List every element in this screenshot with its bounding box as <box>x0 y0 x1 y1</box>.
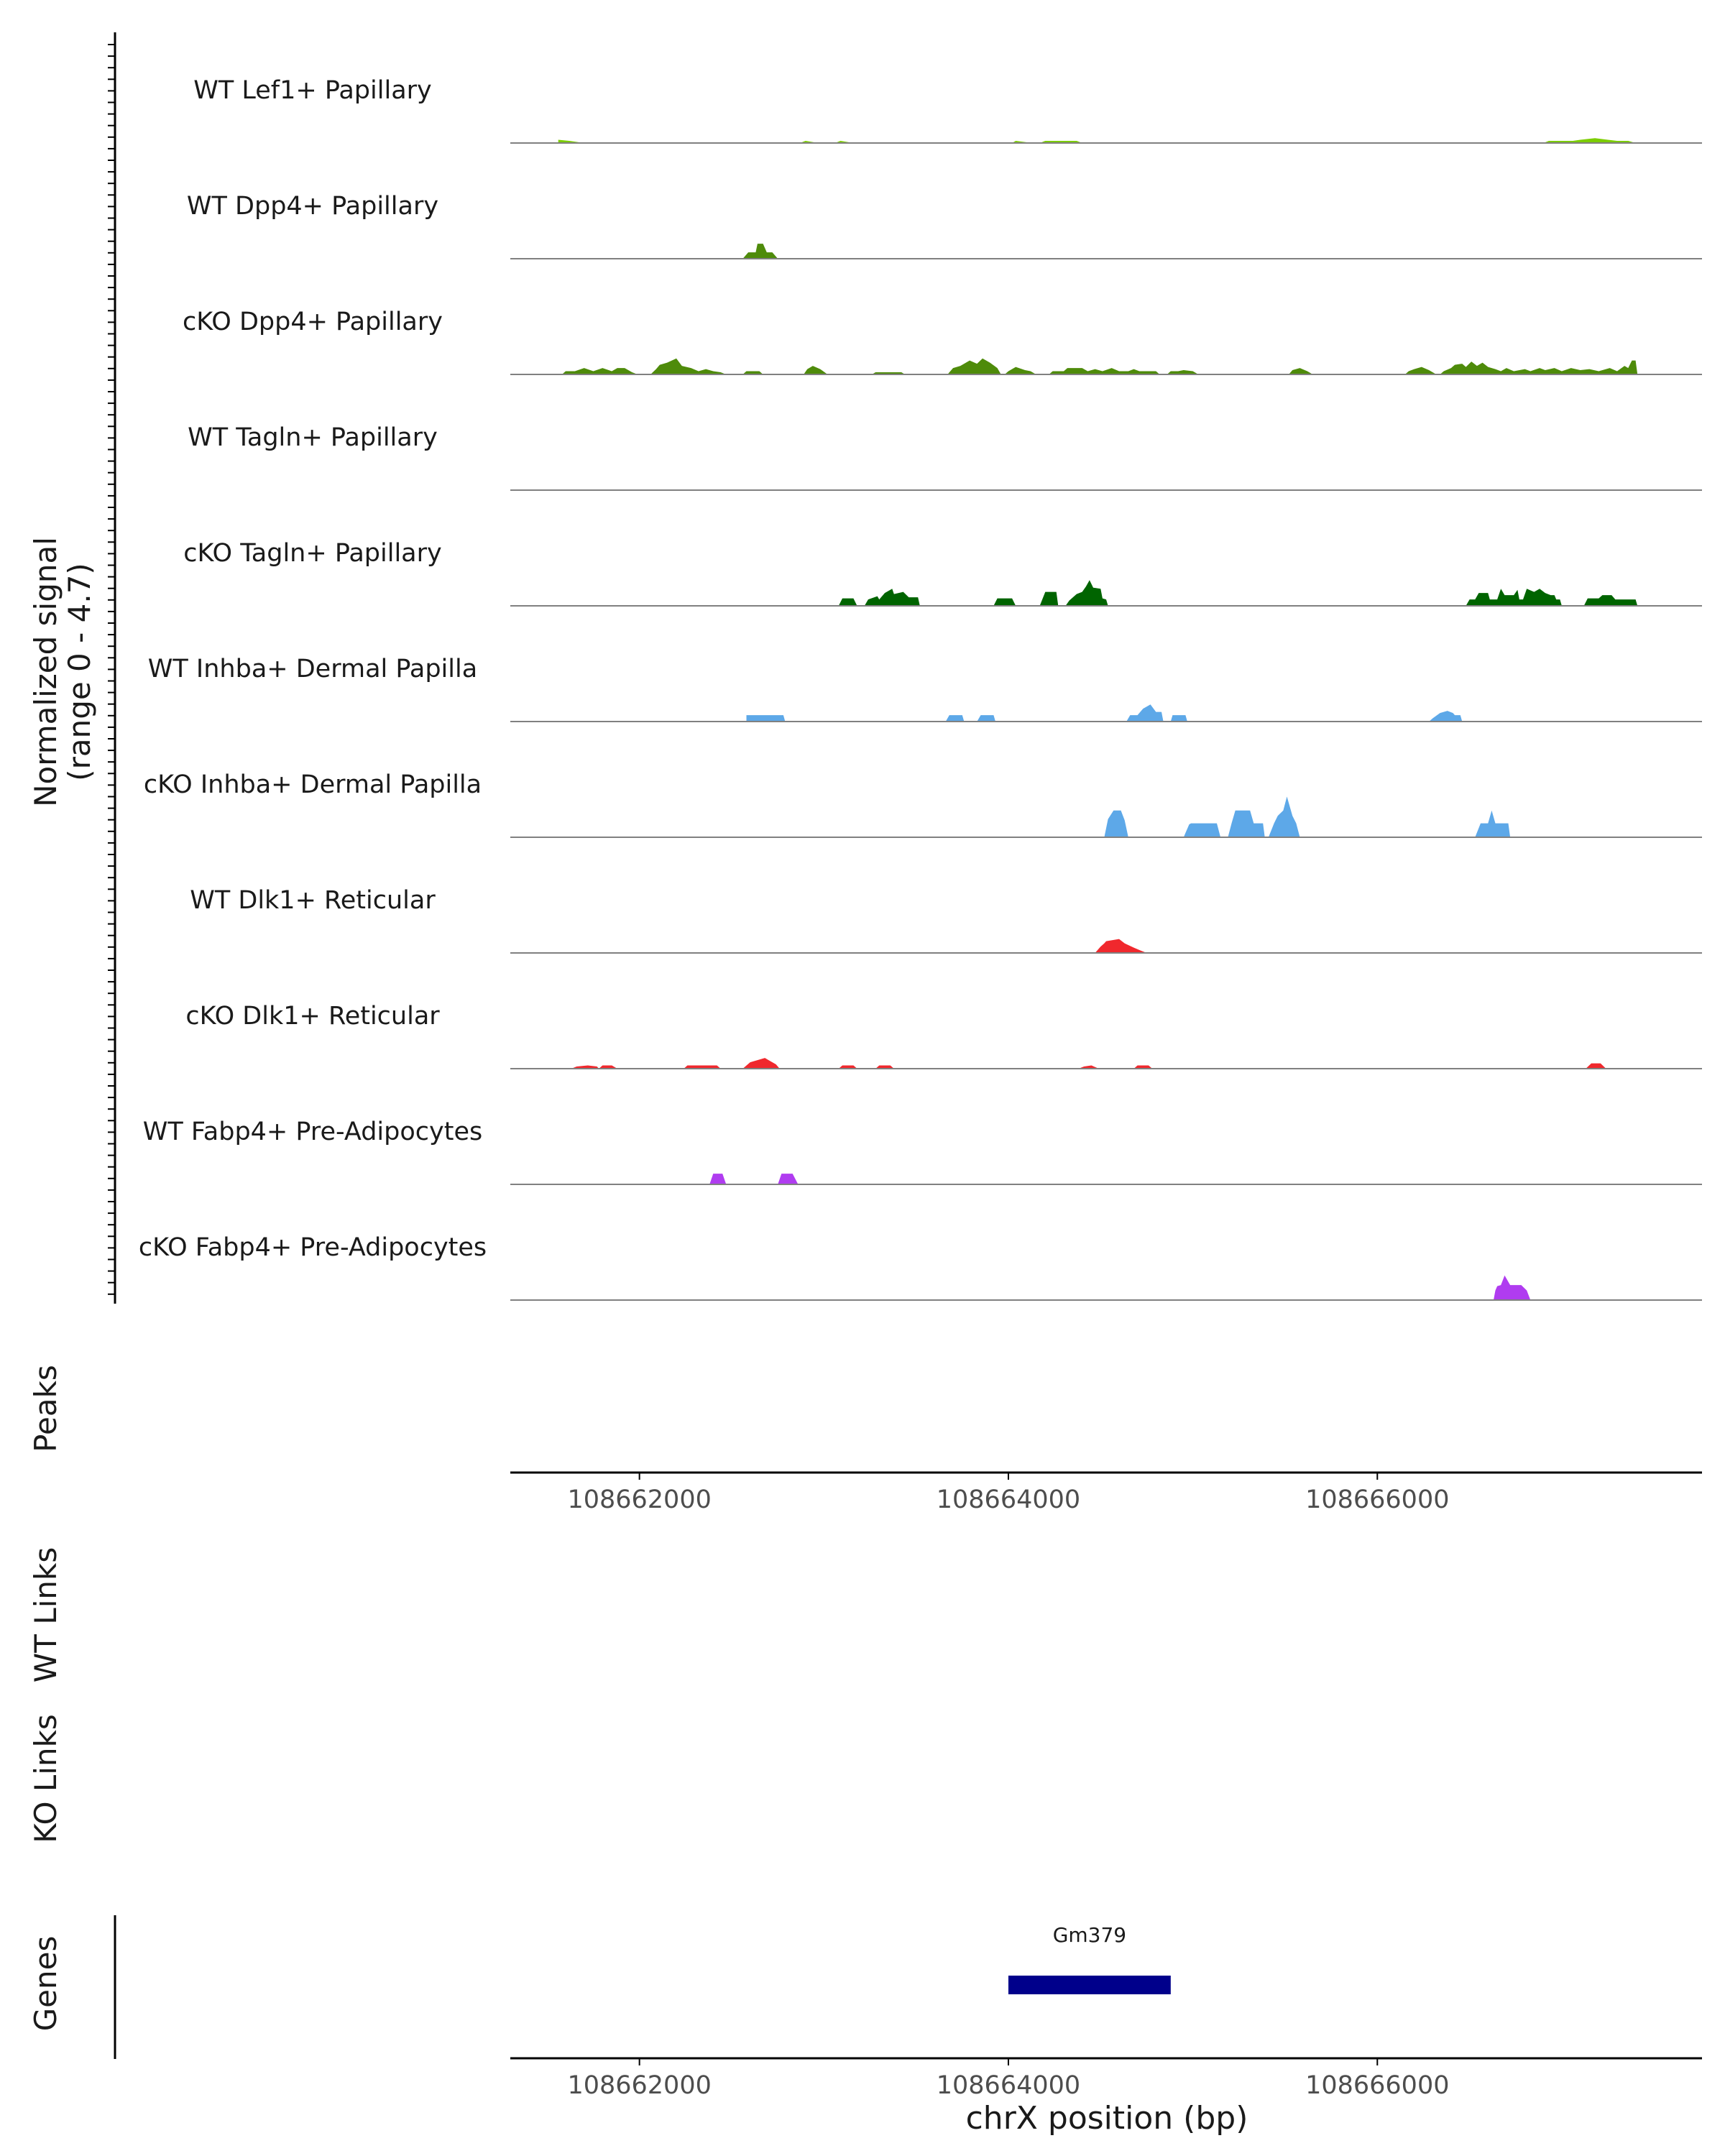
coverage-tracks: WT Lef1+ Papillary WT Dpp4+ Papillary cKO … <box>139 76 1702 1301</box>
track-cko-tagln-papillary: cKO Tagln+ Papillary <box>183 539 1702 607</box>
coverage-area <box>709 1174 799 1184</box>
genes-x-axis: 108662000 108664000 108666000 <box>510 2057 1702 2100</box>
track-label: WT Inhba+ Dermal Papilla <box>148 655 477 683</box>
peaks-x-axis: 108662000 108664000 108666000 <box>510 1471 1702 1514</box>
track-wt-inhba-dermal-papilla: WT Inhba+ Dermal Papilla <box>148 655 1702 722</box>
track-wt-lef1-papillary: WT Lef1+ Papillary <box>193 76 1702 144</box>
signal-y-axis-range: (range 0 - 4.7) <box>62 563 97 781</box>
x-axis-title: chrX position (bp) <box>966 2100 1248 2137</box>
wt-links-panel-label: WT Links <box>28 1547 63 1682</box>
x-tick-label: 108662000 <box>567 2071 711 2100</box>
track-wt-dpp4-papillary: WT Dpp4+ Papillary <box>187 192 1702 259</box>
track-cko-dlk1-reticular: cKO Dlk1+ Reticular <box>185 1002 1702 1069</box>
coverage-area <box>1095 939 1147 953</box>
gene-gm379: Gm379 <box>1008 1923 1171 1994</box>
coverage-area <box>1104 796 1511 837</box>
x-tick-label: 108664000 <box>937 2071 1080 2100</box>
track-label: WT Dpp4+ Papillary <box>187 192 438 221</box>
x-tick-label: 108666000 <box>1305 2071 1449 2100</box>
genes-panel-label: Genes <box>28 1936 63 2032</box>
track-label: WT Dlk1+ Reticular <box>190 886 436 915</box>
x-tick-label: 108666000 <box>1305 1485 1449 1514</box>
coverage-area <box>571 1058 1606 1069</box>
ko-links-panel-label: KO Links <box>28 1714 63 1843</box>
coverage-area <box>561 358 1638 374</box>
coverage-area <box>558 138 1636 143</box>
gene-annotation-track: Gm379 <box>1008 1923 1171 1994</box>
signal-y-axis <box>108 32 116 1304</box>
coverage-area <box>742 244 778 259</box>
track-cko-fabp4-pre-adipocytes: cKO Fabp4+ Pre-Adipocytes <box>139 1233 1702 1301</box>
track-wt-dlk1-reticular: WT Dlk1+ Reticular <box>190 886 1702 954</box>
track-label: cKO Dpp4+ Papillary <box>183 308 443 336</box>
track-label: WT Fabp4+ Pre-Adipocytes <box>143 1118 482 1146</box>
track-label: cKO Tagln+ Papillary <box>183 539 442 568</box>
x-tick-label: 108662000 <box>567 1485 711 1514</box>
track-wt-fabp4-pre-adipocytes: WT Fabp4+ Pre-Adipocytes <box>143 1118 1702 1185</box>
gene-body <box>1008 1976 1171 1994</box>
track-label: cKO Dlk1+ Reticular <box>185 1002 440 1031</box>
track-label: cKO Inhba+ Dermal Papilla <box>144 770 482 799</box>
track-wt-tagln-papillary: WT Tagln+ Papillary <box>188 423 1702 491</box>
coverage-area <box>1494 1275 1531 1300</box>
gene-label: Gm379 <box>1053 1923 1126 1947</box>
track-cko-dpp4-papillary: cKO Dpp4+ Papillary <box>183 308 1702 375</box>
signal-y-axis-title: Normalized signal <box>28 537 63 807</box>
coverage-area <box>746 704 1463 722</box>
peaks-panel-label: Peaks <box>28 1365 63 1452</box>
coverage-area <box>838 580 1638 606</box>
x-tick-label: 108664000 <box>937 1485 1080 1514</box>
track-label: cKO Fabp4+ Pre-Adipocytes <box>139 1233 487 1262</box>
track-label: WT Tagln+ Papillary <box>188 423 438 452</box>
track-label: WT Lef1+ Papillary <box>193 76 432 105</box>
track-cko-inhba-dermal-papilla: cKO Inhba+ Dermal Papilla <box>144 770 1702 838</box>
